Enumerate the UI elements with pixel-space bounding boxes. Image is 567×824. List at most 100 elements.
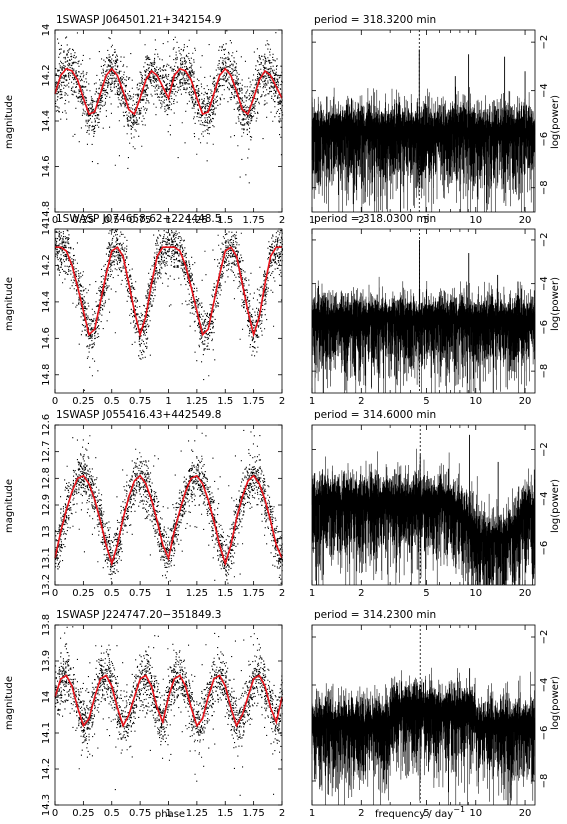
- y-tick-label: 14.2: [41, 64, 52, 86]
- y-tick-label: −6: [539, 541, 550, 556]
- y-tick-label: 14.6: [41, 327, 52, 349]
- point-cloud: [55, 626, 283, 796]
- x-tick-label: 0.25: [72, 215, 94, 226]
- x-tick-label: 1.25: [186, 215, 208, 226]
- lightcurve-panel-2: 1SWASP J074658.62+224448.5 magnitude: [4, 213, 221, 331]
- x-tick-label: 2: [279, 396, 285, 407]
- y-tick-label: 13.9: [41, 650, 52, 672]
- x-tick-label: 2: [358, 215, 364, 226]
- x-tick-label: 20: [519, 215, 532, 226]
- periodogram-frame: [311, 29, 536, 213]
- x-tick-label: 1: [165, 215, 171, 226]
- periodogram-panel-4: period = 314.2300 min log(power): [314, 609, 561, 730]
- periodogram-frame: [311, 624, 536, 806]
- y-tick-label: 13.8: [41, 614, 52, 636]
- fold-model-line: [54, 674, 283, 728]
- x-tick-label: 0.25: [72, 808, 94, 819]
- x-tick-label: 5: [423, 215, 429, 226]
- y-tick-label: 12.6: [41, 414, 52, 436]
- y-tick-label: 13: [41, 525, 52, 538]
- x-tick-label: 2: [279, 808, 285, 819]
- lightcurve-panel-4: 1SWASP J224747.20−351849.3 magnitude: [4, 609, 221, 730]
- periodogram-spectrum: [311, 276, 536, 393]
- x-tick-label: 0.25: [72, 588, 94, 599]
- frequency-axis-label: frequency / day−1: [375, 805, 465, 820]
- x-tick-label: 2: [279, 588, 285, 599]
- frequency-axis-label-exponent: −1: [453, 805, 465, 814]
- y-tick-label: −2: [539, 442, 550, 457]
- y-tick-label: −8: [539, 774, 550, 789]
- lightcurve-title: 1SWASP J224747.20−351849.3: [56, 609, 221, 621]
- x-tick-label: 2: [358, 588, 364, 599]
- y-tick-label: 14: [41, 24, 52, 37]
- x-tick-label: 1.5: [217, 808, 233, 819]
- x-tick-label: 0.5: [104, 396, 120, 407]
- lightcurve-ylabel: magnitude: [4, 95, 15, 149]
- lightcurve-panel-3: 1SWASP J055416.43+442549.8 magnitude: [4, 409, 221, 533]
- x-tick-label: 0.75: [129, 588, 151, 599]
- y-tick-label: −6: [539, 132, 550, 147]
- y-tick-label: 14.4: [41, 291, 52, 313]
- periodogram-title: period = 318.0300 min: [314, 213, 436, 225]
- y-tick-label: −8: [539, 180, 550, 195]
- x-tick-label: 1.25: [186, 808, 208, 819]
- y-tick-label: 14.4: [41, 110, 52, 132]
- x-tick-label: 0.5: [104, 808, 120, 819]
- lightcurve-points: [55, 30, 284, 184]
- x-tick-label: 5: [423, 396, 429, 407]
- x-tick-label: 10: [469, 215, 482, 226]
- periodogram-spectrum: [311, 667, 536, 805]
- y-tick-label: 14.1: [41, 722, 52, 744]
- y-tick-label: 14: [41, 691, 52, 704]
- x-tick-label: 20: [519, 808, 532, 819]
- x-tick-label: 2: [358, 396, 364, 407]
- x-tick-label: 1.75: [242, 808, 264, 819]
- periodogram-frame: [311, 424, 536, 586]
- y-tick-label: 14.2: [41, 254, 52, 276]
- y-tick-label: −4: [539, 83, 550, 98]
- x-tick-label: 20: [519, 588, 532, 599]
- x-tick-label: 1: [165, 588, 171, 599]
- y-tick-label: 13.1: [41, 547, 52, 569]
- point-cloud: [55, 229, 283, 391]
- y-tick-label: −6: [539, 726, 550, 741]
- periodogram-panel-3: period = 314.6000 min log(power): [314, 409, 561, 533]
- spectrum-lines: [311, 667, 536, 805]
- x-tick-label: 1: [309, 588, 315, 599]
- periodogram-ylabel: log(power): [550, 277, 561, 331]
- x-tick-label: 0.5: [104, 215, 120, 226]
- x-tick-label: 0.5: [104, 588, 120, 599]
- x-tick-label: 1.75: [242, 396, 264, 407]
- y-tick-label: 12.7: [41, 441, 52, 463]
- y-tick-label: −2: [539, 233, 550, 248]
- x-tick-label: 1.25: [186, 588, 208, 599]
- spectrum-lines: [311, 86, 536, 212]
- x-tick-label: 1: [309, 396, 315, 407]
- x-tick-label: 1: [309, 215, 315, 226]
- periodogram-title: period = 318.3200 min: [314, 14, 436, 26]
- lightcurve-points: [55, 229, 283, 391]
- lightcurve-ylabel: magnitude: [4, 676, 15, 730]
- periodogram-title: period = 314.6000 min: [314, 409, 436, 421]
- y-tick-label: −6: [539, 320, 550, 335]
- x-tick-label: 1.75: [242, 215, 264, 226]
- point-cloud: [55, 429, 283, 584]
- x-tick-label: 2: [358, 808, 364, 819]
- lightcurve-ylabel: magnitude: [4, 479, 15, 533]
- periodogram-spectrum: [311, 448, 536, 585]
- x-tick-label: 0: [52, 396, 58, 407]
- y-tick-label: 14.3: [41, 794, 52, 816]
- y-tick-label: 14: [41, 223, 52, 236]
- periodogram-panel-1: period = 318.3200 min log(power): [314, 14, 561, 149]
- x-tick-label: 0.25: [72, 396, 94, 407]
- lightcurve-points: [55, 429, 283, 584]
- x-tick-label: 5: [423, 588, 429, 599]
- y-tick-label: −2: [539, 35, 550, 50]
- lightcurve-ylabel: magnitude: [4, 277, 15, 331]
- periodogram-ylabel: log(power): [550, 676, 561, 730]
- y-tick-label: −8: [539, 364, 550, 379]
- frequency-axis-label-text: frequency / day: [375, 809, 453, 820]
- x-tick-label: 1.75: [242, 588, 264, 599]
- y-tick-label: −4: [539, 678, 550, 693]
